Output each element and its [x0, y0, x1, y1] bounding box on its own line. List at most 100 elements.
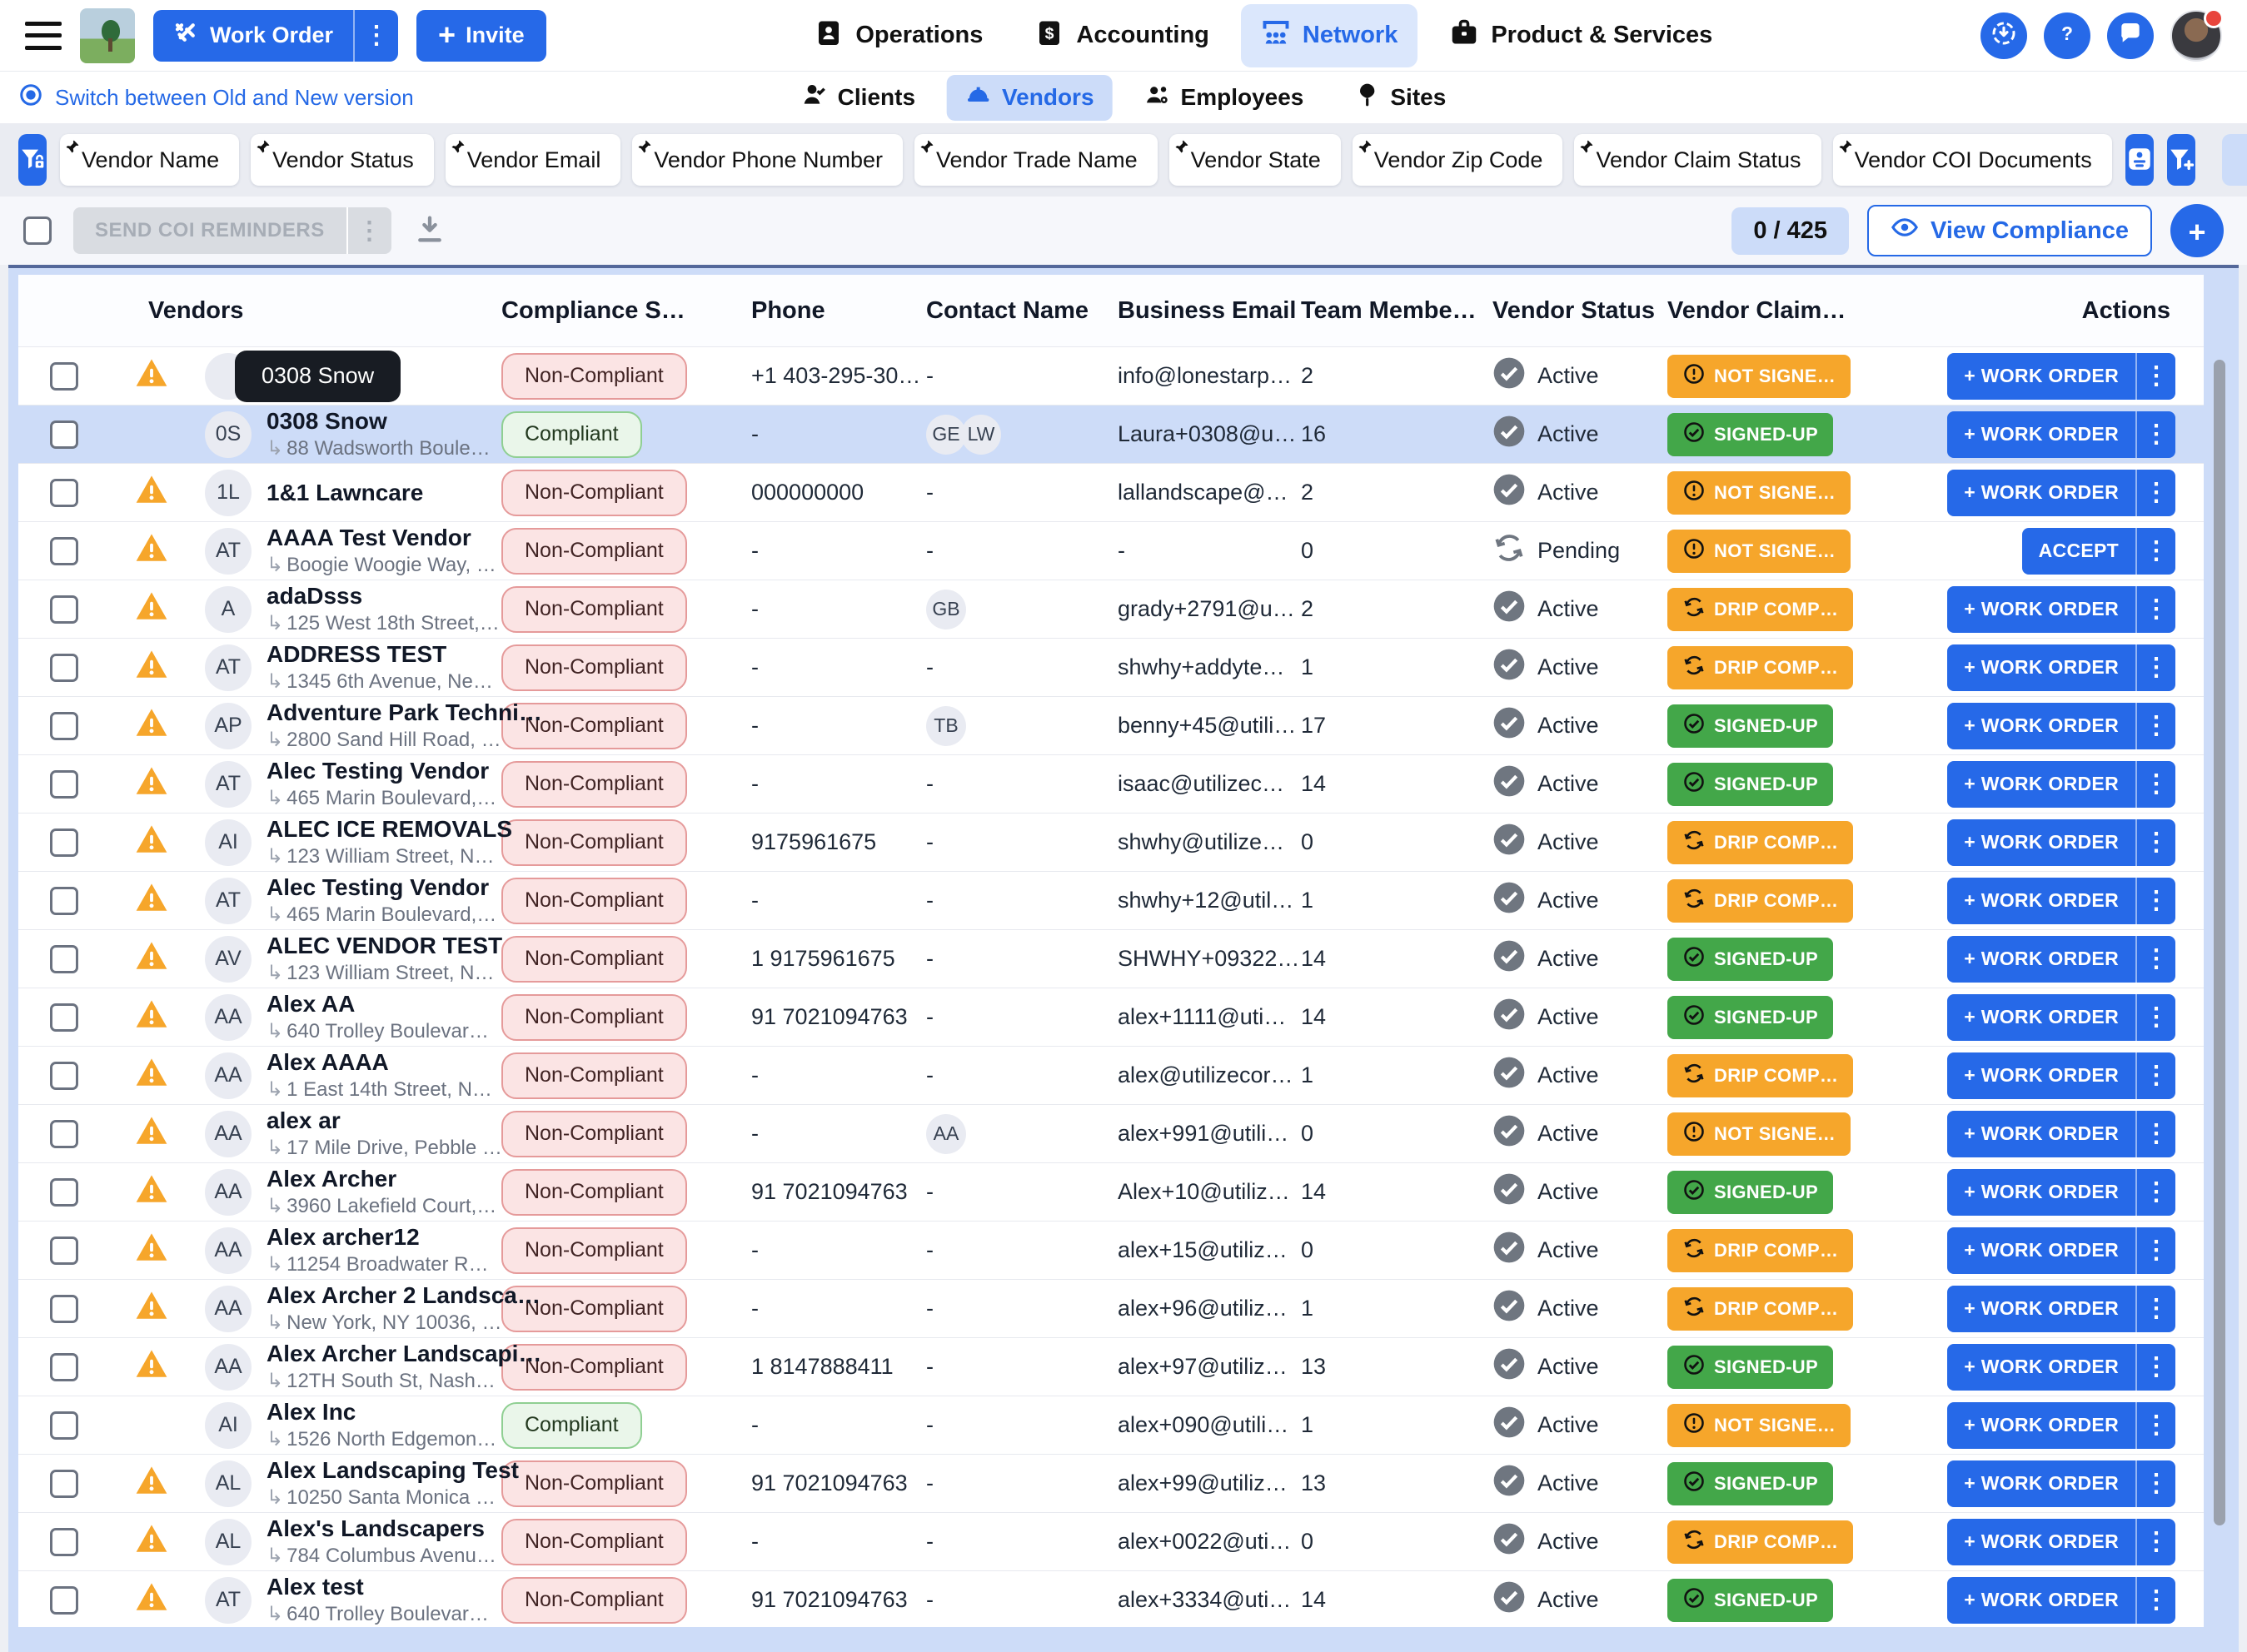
row-checkbox[interactable] — [50, 595, 78, 624]
filter-chip-vendor-claim-status[interactable]: Vendor Claim Status — [1574, 134, 1821, 186]
row-checkbox[interactable] — [50, 1527, 78, 1556]
table-row[interactable]: AA Alex Archer ↳ 3960 Lakefield Court,… N… — [18, 1162, 2204, 1221]
version-switch-link[interactable]: Switch between Old and New version — [18, 82, 414, 113]
filter-chip-vendor-zip-code[interactable]: Vendor Zip Code — [1352, 134, 1563, 186]
row-kebab-icon[interactable] — [2137, 1577, 2175, 1624]
vendor-name[interactable]: Alec Testing Vendor — [267, 758, 490, 784]
user-avatar[interactable] — [2170, 7, 2224, 62]
vendor-name[interactable]: Adventure Park Techni… — [267, 699, 542, 725]
vendor-name[interactable]: adaDsss — [267, 583, 363, 609]
table-row[interactable]: AL Alex Landscaping Test ↳ 10250 Santa Mo… — [18, 1454, 2204, 1512]
row-kebab-icon[interactable] — [2137, 1460, 2175, 1507]
work-order-kebab-icon[interactable] — [355, 10, 398, 62]
add-work-order-button[interactable]: + WORK ORDER — [1947, 935, 2175, 983]
row-checkbox[interactable] — [50, 1236, 78, 1265]
add-work-order-button[interactable]: + WORK ORDER — [1947, 877, 2175, 924]
row-checkbox[interactable] — [50, 1585, 78, 1615]
row-kebab-icon[interactable] — [2137, 586, 2175, 633]
work-order-button[interactable]: Work Order — [153, 9, 399, 62]
add-work-order-button[interactable]: + WORK ORDER — [1947, 1110, 2175, 1157]
table-row[interactable]: AT ADDRESS TEST ↳ 1345 6th Avenue, Ne… No… — [18, 638, 2204, 696]
tab-clients[interactable]: Clients — [783, 75, 934, 121]
row-checkbox[interactable] — [50, 1119, 78, 1148]
header-vendor-status[interactable]: Vendor Status — [1492, 296, 1655, 324]
header-business-email[interactable]: Business Email — [1118, 296, 1297, 324]
vendor-name[interactable]: Alec Testing Vendor — [267, 874, 490, 900]
add-work-order-button[interactable]: + WORK ORDER — [1947, 993, 2175, 1041]
tab-product-services[interactable]: Product & Services — [1429, 4, 1732, 67]
row-checkbox[interactable] — [50, 828, 78, 857]
add-vendor-button[interactable] — [2170, 204, 2224, 257]
add-work-order-button[interactable]: + WORK ORDER — [1947, 352, 2175, 400]
filter-chip-vendor-status[interactable]: Vendor Status — [251, 134, 434, 186]
filter-chip-vendor-state[interactable]: Vendor State — [1168, 134, 1341, 186]
vendor-name[interactable]: Alex Landscaping Test — [267, 1457, 519, 1483]
table-row[interactable]: AT Alec Testing Vendor ↳ 465 Marin Boulev… — [18, 871, 2204, 929]
row-kebab-icon[interactable] — [2137, 1169, 2175, 1216]
filter-chip-vendor-phone-number[interactable]: Vendor Phone Number — [632, 134, 904, 186]
table-row[interactable]: AT Alex test ↳ 640 Trolley Boulevar… Non-… — [18, 1570, 2204, 1627]
add-work-order-button[interactable]: + WORK ORDER — [1947, 760, 2175, 808]
download-icon[interactable] — [413, 212, 446, 250]
add-work-order-button[interactable]: + WORK ORDER — [1947, 1518, 2175, 1565]
add-work-order-button[interactable]: + WORK ORDER — [1947, 1168, 2175, 1216]
row-kebab-icon[interactable] — [2137, 1402, 2175, 1449]
vendor-name[interactable]: alex ar — [267, 1107, 341, 1133]
tab-vendors[interactable]: Vendors — [947, 74, 1113, 121]
company-logo[interactable] — [80, 7, 135, 63]
vendor-name[interactable]: Alex archer12 — [267, 1224, 420, 1250]
add-work-order-button[interactable]: + WORK ORDER — [1947, 702, 2175, 749]
table-row[interactable]: A adaDsss ↳ 125 West 18th Street,… Non-Co… — [18, 580, 2204, 638]
row-kebab-icon[interactable] — [2137, 1111, 2175, 1157]
accept-button[interactable]: ACCEPT — [2021, 527, 2175, 575]
row-kebab-icon[interactable] — [2137, 1344, 2175, 1391]
add-work-order-button[interactable]: + WORK ORDER — [1947, 1343, 2175, 1391]
tab-employees[interactable]: Employees — [1126, 75, 1323, 121]
row-checkbox[interactable] — [50, 711, 78, 740]
row-kebab-icon[interactable] — [2137, 470, 2175, 516]
vendor-name[interactable]: ALEC VENDOR TEST — [267, 933, 503, 958]
chat-button[interactable] — [2107, 12, 2154, 59]
add-work-order-button[interactable]: + WORK ORDER — [1947, 819, 2175, 866]
header-contact-name[interactable]: Contact Name — [926, 296, 1089, 324]
row-kebab-icon[interactable] — [2137, 1519, 2175, 1565]
row-checkbox[interactable] — [50, 769, 78, 799]
table-row[interactable]: AA Alex AA ↳ 640 Trolley Boulevar… Non-Co… — [18, 988, 2204, 1046]
table-row[interactable]: AI ALEC ICE REMOVALS ↳ 123 William Street… — [18, 813, 2204, 871]
row-checkbox[interactable] — [50, 1352, 78, 1381]
table-row[interactable]: AA Alex AAAA ↳ 1 East 14th Street, N… Non… — [18, 1046, 2204, 1104]
row-checkbox[interactable] — [50, 886, 78, 915]
view-compliance-button[interactable]: View Compliance — [1867, 205, 2152, 256]
row-kebab-icon[interactable] — [2137, 761, 2175, 808]
vendor-name[interactable]: Alex Archer — [267, 1166, 397, 1192]
tab-operations[interactable]: Operations — [794, 4, 1003, 67]
row-checkbox[interactable] — [50, 1003, 78, 1032]
tab-accounting[interactable]: $ Accounting — [1014, 4, 1229, 67]
table-row[interactable]: AV ALEC VENDOR TEST ↳ 123 William Street,… — [18, 929, 2204, 988]
vertical-scrollbar[interactable] — [2214, 360, 2225, 1525]
send-coi-reminders-button[interactable]: SEND COI REMINDERS — [73, 207, 391, 254]
coi-kebab-icon[interactable] — [348, 216, 391, 246]
row-kebab-icon[interactable] — [2137, 936, 2175, 983]
hamburger-menu-icon[interactable] — [25, 21, 62, 50]
table-row[interactable]: AA Alex Archer Landscapi… ↳ 12TH South St… — [18, 1337, 2204, 1396]
vendor-name[interactable]: 0308 Snow — [267, 408, 387, 434]
filter-chip-vendor-email[interactable]: Vendor Email — [445, 134, 621, 186]
vendor-name[interactable]: Alex AA — [267, 991, 356, 1017]
add-work-order-button[interactable]: + WORK ORDER — [1947, 1285, 2175, 1332]
row-kebab-icon[interactable] — [2137, 1286, 2175, 1332]
row-kebab-icon[interactable] — [2137, 819, 2175, 866]
row-kebab-icon[interactable] — [2137, 644, 2175, 691]
add-work-order-button[interactable]: + WORK ORDER — [1947, 1052, 2175, 1099]
header-vendor-claim[interactable]: Vendor Claim… — [1667, 296, 1846, 324]
vendor-name[interactable]: ALEC ICE REMOVALS — [267, 816, 513, 842]
select-all-checkbox[interactable] — [23, 216, 52, 245]
tab-network[interactable]: Network — [1240, 3, 1418, 67]
table-row[interactable]: AA Alex Archer 2 Landsca… ↳ New York, NY … — [18, 1279, 2204, 1337]
table-row[interactable]: 0S 0308 Snow ↳ 88 Wadsworth Boule… Compli… — [18, 405, 2204, 463]
filter-chip-vendor-name[interactable]: Vendor Name — [60, 134, 240, 186]
row-checkbox[interactable] — [50, 653, 78, 682]
row-kebab-icon[interactable] — [2137, 528, 2175, 575]
sort-by-button[interactable]: Sort By — [2221, 134, 2247, 186]
add-work-order-button[interactable]: + WORK ORDER — [1947, 1227, 2175, 1274]
